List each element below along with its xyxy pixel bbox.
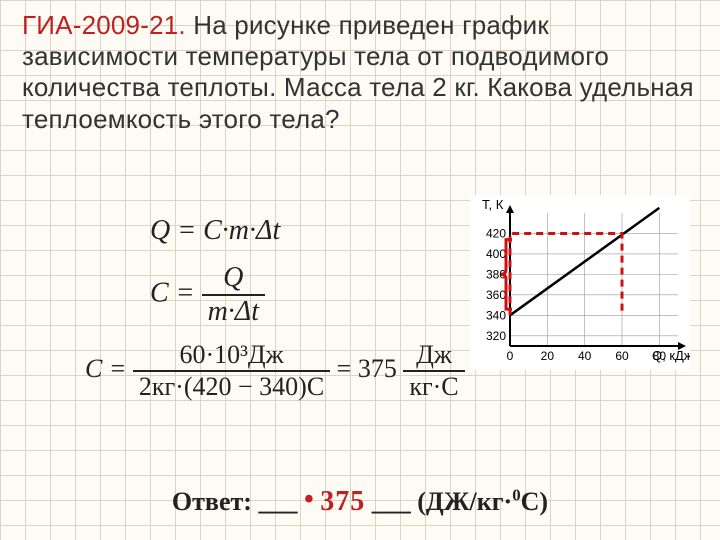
answer-units-prefix: (ДЖ/кг· xyxy=(417,487,512,516)
svg-text:340: 340 xyxy=(486,308,506,322)
formula-2-num: Q xyxy=(202,262,265,296)
formula-3-fraction: 60·10³Дж2кг·(420 − 340)C xyxy=(133,340,330,402)
svg-text:400: 400 xyxy=(486,247,506,261)
bullet-icon: • xyxy=(304,484,314,515)
svg-text:360: 360 xyxy=(486,288,506,302)
answer-underline-right: ___ xyxy=(372,487,411,516)
formula-2: C = Qm·Δt xyxy=(150,262,265,328)
svg-text:420: 420 xyxy=(486,226,506,240)
svg-text:40: 40 xyxy=(578,349,592,363)
answer-units-sup: 0 xyxy=(512,485,520,504)
formula-2-lhs: C = xyxy=(150,277,202,308)
formula-2-fraction: Qm·Δt xyxy=(202,262,265,328)
temperature-heat-chart: 020406080320340360380400420T, КQ, кДж xyxy=(470,195,690,370)
formula-3-unit-num: Дж xyxy=(403,340,464,372)
formula-3-unit: Джкг·C xyxy=(403,340,464,402)
svg-text:60: 60 xyxy=(615,349,629,363)
formula-1-text: Q = C·m·Δt xyxy=(150,215,280,246)
formula-3-lhs: C = xyxy=(85,354,133,383)
svg-text:0: 0 xyxy=(507,349,514,363)
answer-value: 375 xyxy=(320,486,365,517)
problem-statement: ГИА-2009-21. На рисунке приведен график … xyxy=(22,10,698,135)
problem-id: ГИА-2009-21. xyxy=(22,10,186,40)
svg-text:Q, кДж: Q, кДж xyxy=(652,348,690,363)
svg-text:320: 320 xyxy=(486,329,506,343)
svg-text:20: 20 xyxy=(541,349,555,363)
formula-1: Q = C·m·Δt xyxy=(150,215,280,247)
chart-svg: 020406080320340360380400420T, КQ, кДж xyxy=(470,195,690,370)
answer-label: Ответ: xyxy=(172,487,259,516)
formula-3-eq: = 375 xyxy=(330,354,403,383)
answer-row: Ответ: ___ • 375 ___ (ДЖ/кг·0С) xyxy=(0,484,720,518)
answer-units-tail: С) xyxy=(521,487,548,516)
formula-3-num: 60·10³Дж xyxy=(133,340,330,372)
formula-3-den: 2кг·(420 − 340)C xyxy=(133,372,330,402)
formula-3: C = 60·10³Дж2кг·(420 − 340)C = 375 Джкг·… xyxy=(85,340,465,402)
formula-3-unit-den: кг·C xyxy=(403,372,464,402)
formula-2-den: m·Δt xyxy=(202,296,265,328)
answer-underline-left: ___ xyxy=(258,487,297,516)
svg-text:T, К: T, К xyxy=(482,197,504,212)
page-content: ГИА-2009-21. На рисунке приведен график … xyxy=(0,0,720,540)
